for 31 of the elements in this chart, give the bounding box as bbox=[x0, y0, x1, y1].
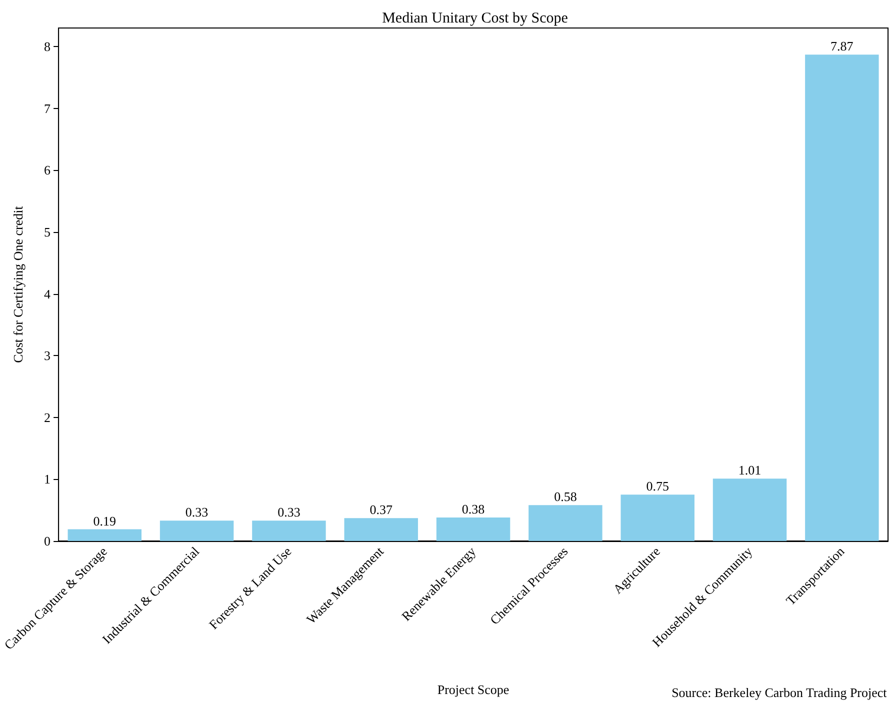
bar bbox=[528, 505, 602, 541]
x-axis-title: Project Scope bbox=[437, 682, 510, 697]
y-tick-label: 5 bbox=[44, 224, 51, 240]
bar bbox=[712, 478, 787, 541]
bar bbox=[68, 529, 142, 541]
y-axis-title: Cost for Certifying One credit bbox=[10, 206, 26, 363]
bar bbox=[436, 518, 510, 541]
y-tick-label: 1 bbox=[44, 472, 51, 487]
data-label: 0.19 bbox=[93, 513, 116, 528]
bar bbox=[160, 520, 234, 541]
y-tick-label: 6 bbox=[44, 162, 52, 178]
data-label: 0.37 bbox=[370, 502, 393, 518]
data-label: 0.38 bbox=[462, 502, 485, 517]
y-tick-label: 3 bbox=[44, 348, 51, 364]
y-tick-label: 7 bbox=[44, 100, 52, 116]
y-tick-label: 0 bbox=[44, 534, 51, 548]
data-label: 0.33 bbox=[185, 504, 208, 520]
y-tick-label: 2 bbox=[44, 410, 51, 425]
data-label: 0.75 bbox=[646, 478, 669, 494]
bar bbox=[252, 520, 326, 541]
data-label: 1.01 bbox=[738, 462, 762, 478]
bar bbox=[805, 54, 879, 541]
chart-title: Median Unitary Cost by Scope bbox=[382, 10, 568, 26]
data-label: 0.33 bbox=[278, 504, 300, 520]
y-tick-label: 8 bbox=[44, 39, 51, 54]
source-note: Source: Berkeley Carbon Trading Project bbox=[672, 685, 888, 700]
bar bbox=[344, 518, 418, 541]
data-label: 7.87 bbox=[830, 38, 854, 54]
y-tick-label: 4 bbox=[44, 286, 52, 302]
data-label: 0.58 bbox=[554, 489, 577, 504]
bar bbox=[620, 494, 694, 541]
